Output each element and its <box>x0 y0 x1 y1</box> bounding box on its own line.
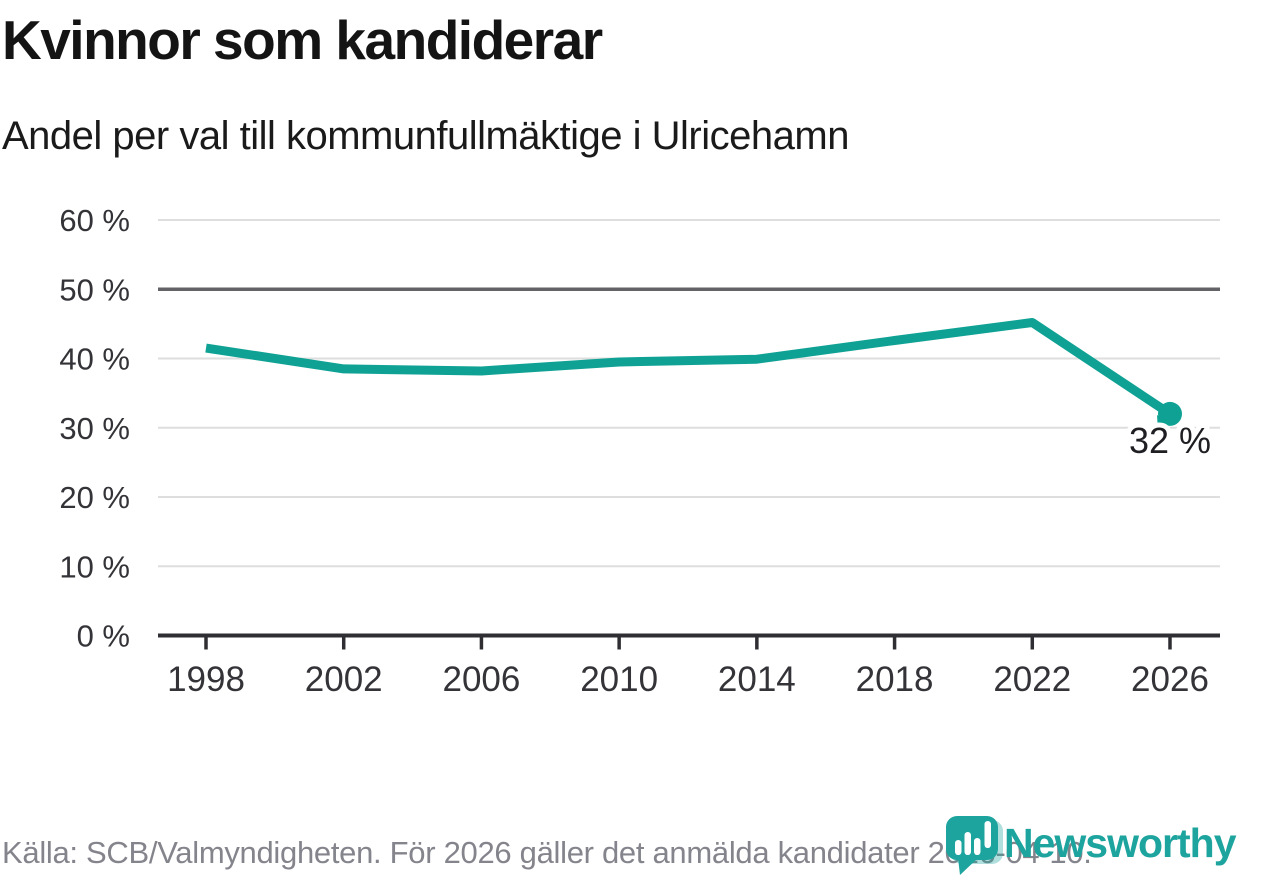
y-axis-label: 30 % <box>59 411 130 446</box>
y-axis-label: 60 % <box>59 203 130 238</box>
x-axis-label: 1998 <box>167 660 245 699</box>
x-axis-label: 2006 <box>442 660 520 699</box>
x-axis-label: 2002 <box>305 660 383 699</box>
y-axis-label: 40 % <box>59 342 130 377</box>
chart-subtitle: Andel per val till kommunfullmäktige i U… <box>2 114 849 158</box>
x-axis-label: 2010 <box>580 660 658 699</box>
x-axis-label: 2018 <box>856 660 934 699</box>
end-point-label: 32 % <box>1129 420 1211 461</box>
data-line <box>205 317 1173 418</box>
source-note: Källa: SCB/Valmyndigheten. För 2026 gäll… <box>2 835 1092 870</box>
y-axis-label: 10 % <box>59 549 130 584</box>
chart-title: Kvinnor som kandiderar <box>2 9 603 71</box>
newsworthy-icon <box>946 816 1003 875</box>
end-point-marker <box>1157 401 1182 426</box>
line-chart-plot: 0 % 10 % 20 % 30 % 40 % 50 % 60 % 1998 2002 2006 2… <box>59 203 1220 699</box>
x-axis-label: 2022 <box>993 660 1071 699</box>
y-axis-label: 0 % <box>77 619 130 654</box>
newsworthy-logo[interactable]: Newsworthy <box>944 814 1262 879</box>
x-axis-label: 2026 <box>1131 660 1209 699</box>
newsworthy-wordmark: Newsworthy <box>1004 820 1236 866</box>
y-axis-label: 20 % <box>59 480 130 515</box>
x-axis-label: 2014 <box>718 660 796 699</box>
y-axis-label: 50 % <box>59 272 130 307</box>
